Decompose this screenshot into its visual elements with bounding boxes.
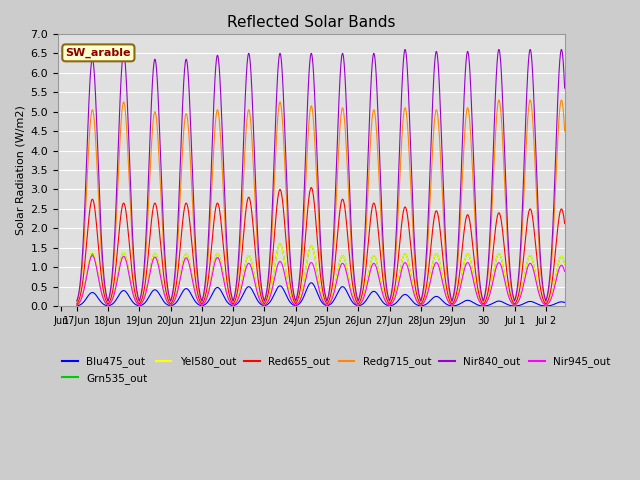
Red655_out (488, 255, 496, 261)
Blu475_out (372, 289, 380, 295)
Yel580_out (464, 251, 472, 256)
Yel580_out (276, 241, 284, 247)
Grn535_out (73, 302, 81, 308)
Nir945_out (372, 264, 380, 269)
Nir945_out (73, 302, 81, 308)
Nir840_out (573, 298, 581, 303)
Nir945_out (345, 282, 353, 288)
Blu475_out (488, 300, 496, 306)
Red655_out (307, 185, 315, 191)
Redg715_out (573, 299, 581, 305)
Grn535_out (276, 241, 284, 247)
Red655_out (502, 255, 509, 261)
Yel580_out (177, 272, 184, 278)
Grn535_out (345, 278, 353, 284)
Yel580_out (372, 256, 380, 262)
Line: Nir945_out: Nir945_out (77, 255, 577, 305)
Red655_out (372, 207, 380, 213)
Nir840_out (73, 298, 81, 304)
Yel580_out (488, 277, 496, 283)
Red655_out (464, 212, 472, 218)
Line: Yel580_out: Yel580_out (77, 244, 577, 305)
Blu475_out (345, 293, 353, 299)
Nir945_out (88, 252, 96, 258)
Nir840_out (488, 174, 496, 180)
Nir945_out (573, 302, 581, 308)
Grn535_out (542, 302, 550, 308)
Blu475_out (573, 303, 581, 309)
Nir945_out (501, 280, 509, 286)
Yel580_out (501, 276, 509, 281)
Title: Reflected Solar Bands: Reflected Solar Bands (227, 15, 396, 30)
Blu475_out (177, 293, 184, 299)
Nir840_out (464, 48, 472, 54)
Redg715_out (464, 105, 472, 111)
Line: Nir840_out: Nir840_out (77, 49, 577, 301)
Redg715_out (345, 204, 353, 209)
Yel580_out (73, 302, 81, 308)
Blu475_out (73, 303, 81, 309)
Line: Grn535_out: Grn535_out (77, 244, 577, 305)
Redg715_out (73, 299, 81, 305)
Line: Red655_out: Red655_out (77, 188, 577, 304)
Redg715_out (488, 199, 496, 205)
Redg715_out (177, 186, 184, 192)
Redg715_out (502, 197, 509, 203)
Yel580_out (345, 278, 353, 284)
Red655_out (448, 301, 456, 307)
Nir945_out (464, 260, 472, 265)
Nir945_out (177, 274, 184, 280)
Redg715_out (372, 120, 380, 126)
Redg715_out (167, 299, 175, 305)
Red655_out (177, 242, 184, 248)
Red655_out (345, 250, 353, 255)
Nir945_out (542, 302, 550, 308)
Yel580_out (542, 302, 550, 308)
Y-axis label: Solar Radiation (W/m2): Solar Radiation (W/m2) (15, 105, 25, 235)
Legend: Blu475_out, Grn535_out, Yel580_out, Red655_out, Redg715_out, Nir840_out, Nir945_: Blu475_out, Grn535_out, Yel580_out, Red6… (58, 352, 614, 388)
Grn535_out (488, 277, 496, 283)
Yel580_out (573, 302, 581, 308)
Blu475_out (501, 300, 509, 306)
Nir840_out (345, 173, 353, 179)
Grn535_out (177, 272, 184, 278)
Text: SW_arable: SW_arable (66, 48, 131, 58)
Redg715_out (495, 97, 502, 103)
Grn535_out (372, 256, 380, 262)
Line: Redg715_out: Redg715_out (77, 100, 577, 302)
Nir840_out (372, 66, 380, 72)
Nir840_out (501, 168, 509, 174)
Nir840_out (177, 156, 184, 162)
Blu475_out (464, 298, 472, 303)
Red655_out (73, 301, 81, 307)
Nir945_out (488, 281, 496, 287)
Grn535_out (464, 251, 472, 256)
Blu475_out (307, 280, 315, 286)
Grn535_out (501, 276, 509, 281)
Nir840_out (401, 47, 409, 52)
Line: Blu475_out: Blu475_out (77, 283, 577, 306)
Red655_out (573, 301, 581, 307)
Grn535_out (573, 302, 581, 308)
Blu475_out (542, 303, 550, 309)
